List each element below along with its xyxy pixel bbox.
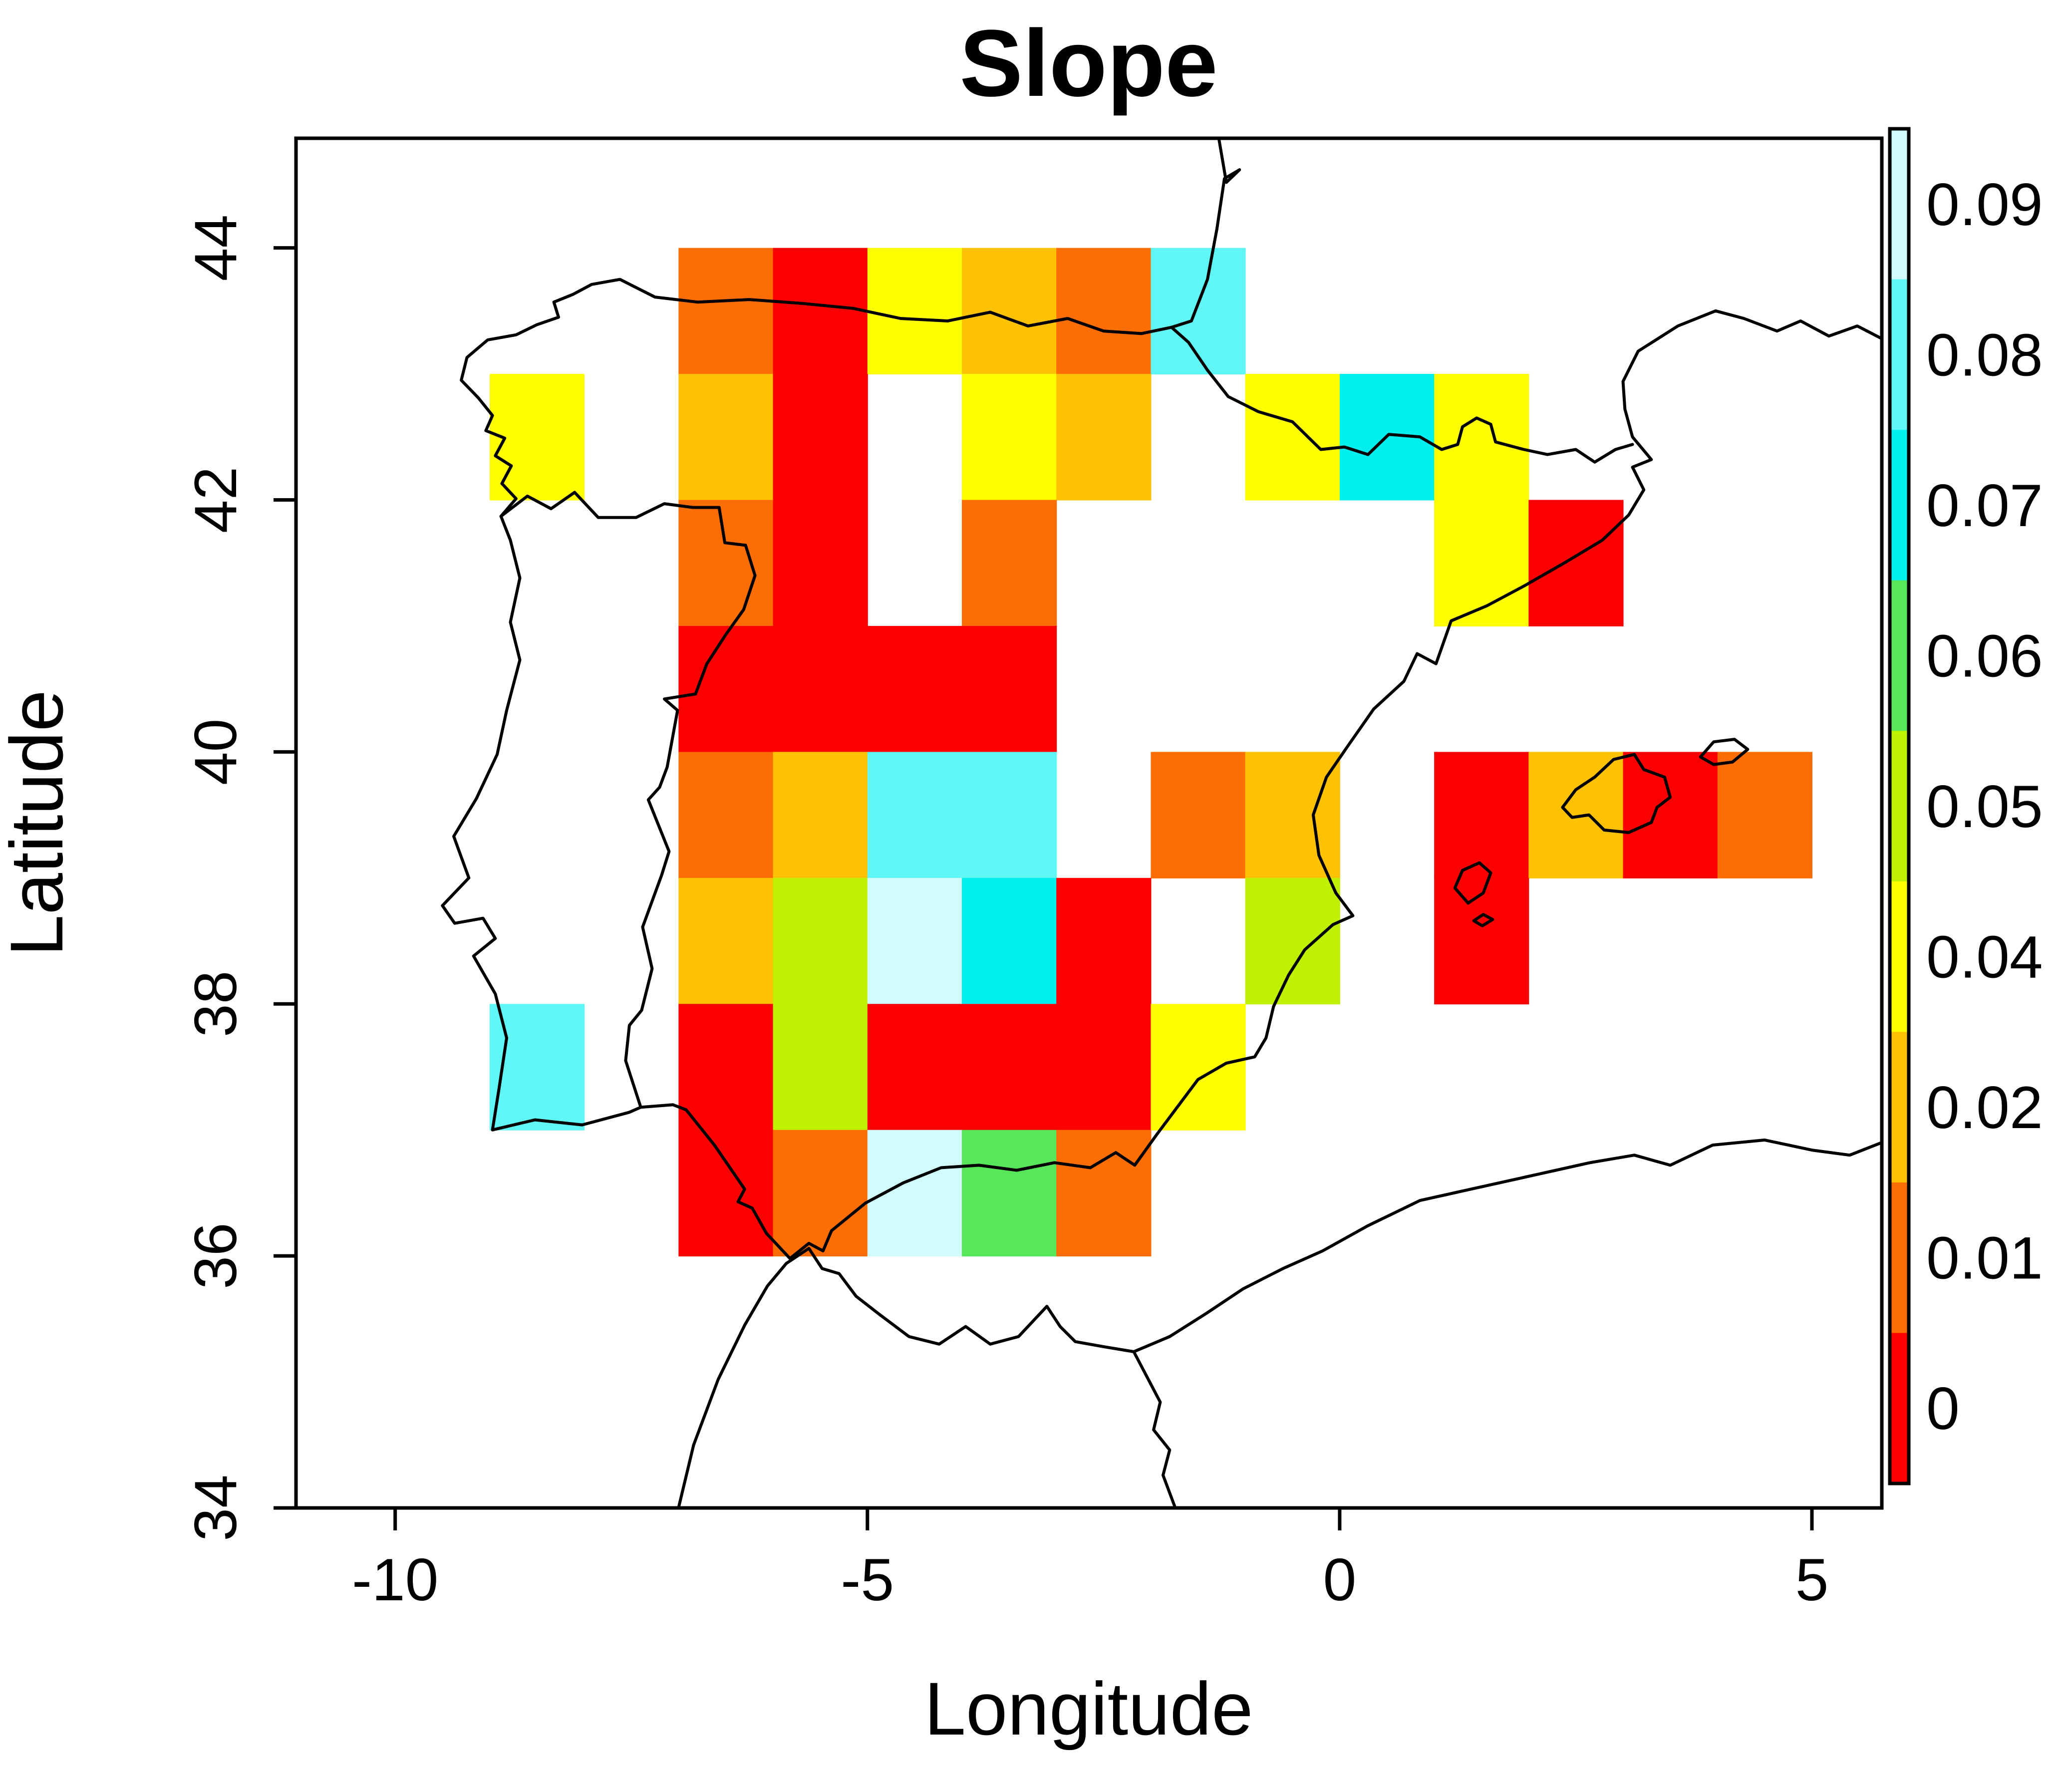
heatmap-cells [489, 248, 1812, 1257]
grid-cell [1434, 752, 1529, 879]
grid-cell [1056, 878, 1152, 1005]
x-axis-label: Longitude [924, 1667, 1253, 1751]
y-axis-label: Latitude [0, 690, 78, 956]
colorbar-segment [1890, 129, 1909, 280]
y-tick-label: 38 [182, 971, 249, 1037]
grid-cell [773, 878, 868, 1005]
colorbar-label: 0.01 [1926, 1225, 2043, 1292]
grid-cell [961, 374, 1057, 501]
coastline-menorca [1699, 738, 1750, 766]
colorbar-segment [1890, 1032, 1909, 1183]
grid-cell [678, 752, 774, 879]
grid-cell [1056, 248, 1152, 375]
grid-cell [1623, 752, 1718, 879]
grid-cell [1151, 752, 1246, 879]
grid-cell [1434, 878, 1529, 1005]
y-tick-label: 42 [182, 467, 249, 533]
colorbar-segment [1890, 430, 1909, 581]
grid-cell [961, 878, 1057, 1005]
grid-cell [678, 374, 774, 501]
grid-cell [678, 1130, 774, 1257]
grid-cell [867, 248, 962, 375]
colorbar-label: 0 [1926, 1375, 1960, 1442]
colorbar-label: 0.09 [1926, 171, 2043, 238]
x-tick-label: 5 [1795, 1546, 1829, 1613]
grid-cell [961, 625, 1057, 753]
colorbar-label: 0.07 [1926, 472, 2043, 539]
y-tick-label: 34 [182, 1474, 249, 1541]
grid-cell [1528, 752, 1624, 879]
grid-cell [1717, 752, 1812, 879]
grid-cell [773, 1130, 868, 1257]
coastline-morocco-algeria-border [1132, 1350, 1177, 1509]
grid-cell [773, 1004, 868, 1131]
grid-cell [1151, 248, 1246, 375]
grid-cell [1434, 374, 1529, 501]
grid-cell [678, 1004, 774, 1131]
x-axis-ticks: -10 -5 0 5 [352, 1508, 1828, 1613]
coastline-iberia-france-coast [441, 137, 1883, 1260]
grid-cell [489, 1004, 585, 1131]
coastlines [441, 137, 1883, 1509]
grid-cell [961, 1130, 1057, 1257]
grid-cell [961, 248, 1057, 375]
colorbar-segment [1890, 881, 1909, 1033]
colorbar-segment [1890, 1182, 1909, 1334]
grid-cell [773, 248, 868, 375]
coastline-portugal-spain-border [499, 491, 757, 1109]
coastline-france-spain-border [1170, 325, 1634, 464]
grid-cell [678, 625, 774, 753]
chart-title: Slope [959, 10, 1217, 116]
grid-cell [773, 500, 868, 626]
grid-cell [961, 752, 1057, 879]
grid-cell [961, 500, 1057, 626]
y-tick-label: 36 [182, 1222, 249, 1289]
grid-cell [1151, 1004, 1246, 1131]
colorbar-segment [1890, 1333, 1909, 1484]
colorbar-label: 0.08 [1926, 321, 2043, 388]
grid-cell [678, 248, 774, 375]
grid-cell [867, 1004, 962, 1131]
grid-cell [1245, 752, 1340, 879]
colorbar-segment [1890, 580, 1909, 732]
colorbar-segment [1890, 279, 1909, 431]
coastline-mallorca [1561, 753, 1672, 834]
y-axis-ticks: 34 36 38 40 42 44 [182, 215, 296, 1541]
grid-cell [1056, 374, 1152, 501]
grid-cell [773, 625, 868, 753]
grid-cell [773, 752, 868, 879]
x-tick-label: 0 [1323, 1546, 1357, 1613]
colorbar-label: 0.05 [1926, 773, 2043, 840]
colorbar-label: 0.06 [1926, 622, 2043, 689]
y-tick-label: 40 [182, 719, 249, 785]
coastline-ibiza [1453, 861, 1492, 905]
grid-cell [1528, 500, 1624, 626]
grid-cell [1056, 1004, 1152, 1131]
colorbar-label: 0.02 [1926, 1074, 2043, 1141]
grid-cell [1245, 878, 1340, 1005]
grid-cell [867, 878, 962, 1005]
colorbar: 0.09 0.08 0.07 0.06 0.05 0.04 0.02 0.01 0 [1888, 127, 2043, 1485]
coastline-formentera [1472, 913, 1494, 927]
grid-cell [1434, 500, 1529, 626]
x-tick-label: -10 [352, 1546, 438, 1613]
grid-cell [867, 752, 962, 879]
grid-cell [678, 500, 774, 626]
coastline-africa-coast [677, 1138, 1883, 1509]
plot-box [294, 136, 1884, 1510]
y-tick-label: 44 [182, 215, 249, 281]
grid-cell [961, 1004, 1057, 1131]
colorbar-label: 0.04 [1926, 924, 2043, 991]
grid-cell [773, 374, 868, 501]
colorbar-segment [1890, 731, 1909, 882]
grid-cell [1245, 374, 1340, 501]
grid-cell [678, 878, 774, 1005]
x-tick-label: -5 [841, 1546, 894, 1613]
grid-cell [867, 625, 962, 753]
grid-cell [1056, 1130, 1152, 1257]
colorbar-frame [1888, 127, 1911, 1485]
